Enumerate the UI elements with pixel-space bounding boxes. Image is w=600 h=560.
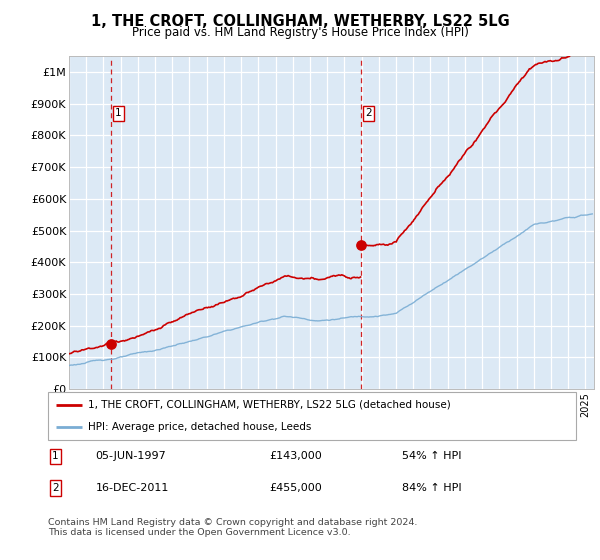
Point: [106, 339, 116, 348]
Text: 54% ↑ HPI: 54% ↑ HPI: [402, 451, 461, 461]
Text: HPI: Average price, detached house, Leeds: HPI: Average price, detached house, Leed…: [88, 422, 311, 432]
Text: 2: 2: [52, 483, 59, 493]
Text: 84% ↑ HPI: 84% ↑ HPI: [402, 483, 461, 493]
Text: Price paid vs. HM Land Registry's House Price Index (HPI): Price paid vs. HM Land Registry's House …: [131, 26, 469, 39]
Text: 1, THE CROFT, COLLINGHAM, WETHERBY, LS22 5LG: 1, THE CROFT, COLLINGHAM, WETHERBY, LS22…: [91, 14, 509, 29]
Text: £455,000: £455,000: [270, 483, 323, 493]
Text: 2: 2: [365, 108, 372, 118]
Text: 16-DEC-2011: 16-DEC-2011: [95, 483, 169, 493]
Point: [356, 240, 366, 249]
Text: Contains HM Land Registry data © Crown copyright and database right 2024.
This d: Contains HM Land Registry data © Crown c…: [48, 518, 418, 538]
Text: 1: 1: [52, 451, 59, 461]
Text: 1, THE CROFT, COLLINGHAM, WETHERBY, LS22 5LG (detached house): 1, THE CROFT, COLLINGHAM, WETHERBY, LS22…: [88, 400, 451, 410]
Text: 1: 1: [115, 108, 122, 118]
Text: 05-JUN-1997: 05-JUN-1997: [95, 451, 166, 461]
Text: £143,000: £143,000: [270, 451, 323, 461]
